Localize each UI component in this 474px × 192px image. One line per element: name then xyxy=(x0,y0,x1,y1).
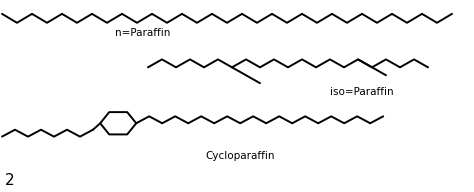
Text: 2: 2 xyxy=(5,173,15,188)
Text: iso=Paraffin: iso=Paraffin xyxy=(330,87,393,97)
Text: n=Paraffin: n=Paraffin xyxy=(115,28,170,38)
Text: Cycloparaffin: Cycloparaffin xyxy=(205,151,274,161)
